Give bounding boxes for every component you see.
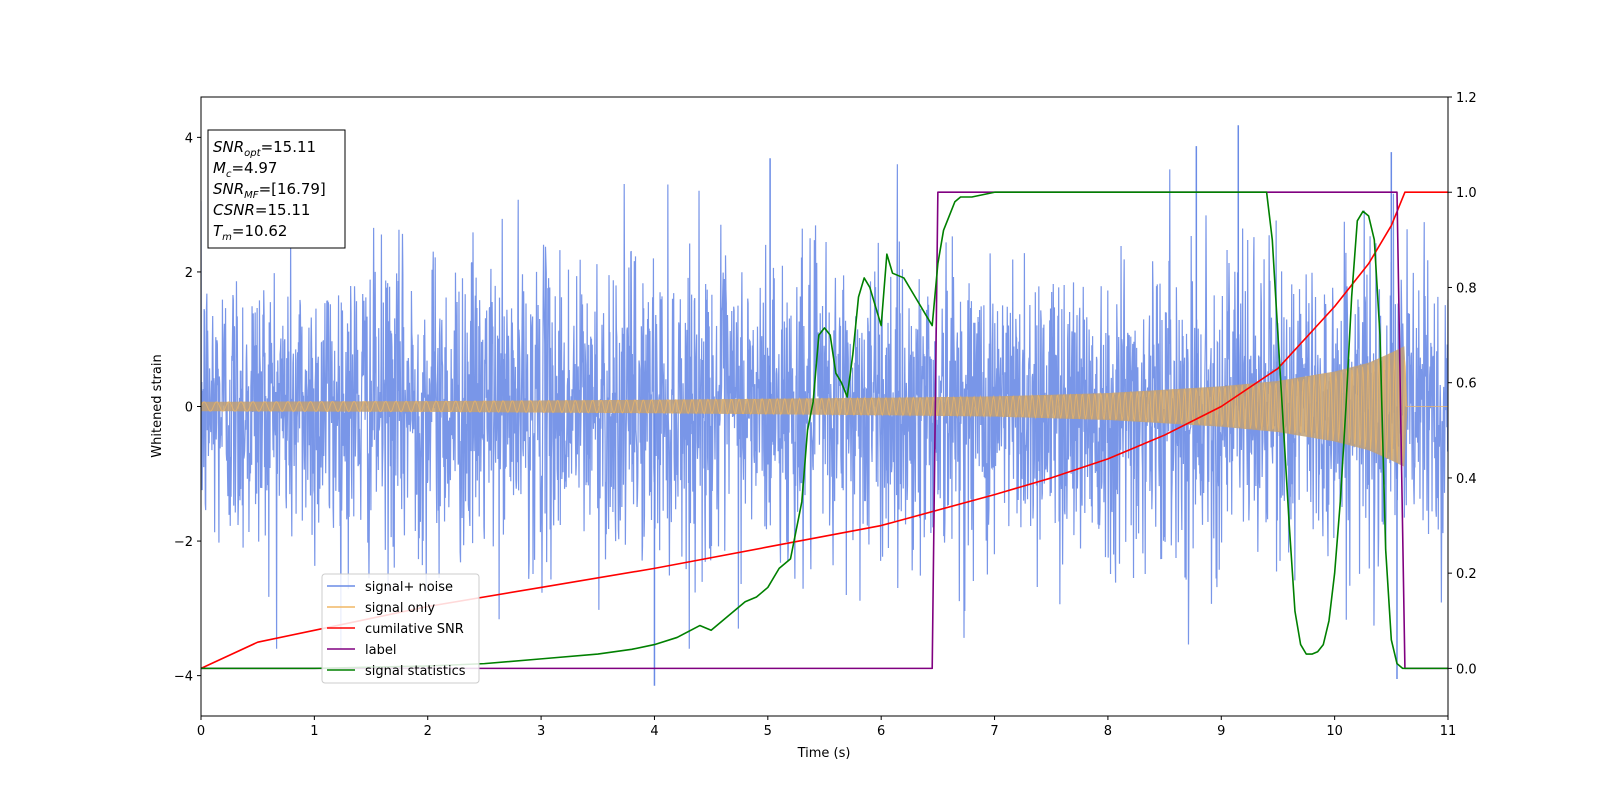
y-axis-label: Whitened strain [150,354,165,457]
y-tick-label: 2 [185,266,193,281]
x-tick-label: 3 [537,724,545,739]
stats-entry: Tm=10.62 [213,222,287,243]
x-tick-label: 4 [650,724,658,739]
x-tick-label: 1 [310,724,318,739]
series-line-signal-statistics [201,191,1448,670]
series-line-signal-plus-noise [201,164,1448,649]
y-tick-label: −4 [174,670,193,685]
series-band-signal-only [201,346,1448,467]
legend-frame [321,573,480,684]
x-tick-label: 9 [1217,724,1225,739]
series-signal-only [201,346,1448,467]
legend-entry: signal only [365,601,435,616]
stats-box-frame [207,129,346,249]
stats-entry: SNRopt=15.11 [213,138,316,159]
legend-entry: cumilative SNR [365,622,464,637]
x-tick-label: 6 [877,724,885,739]
legend-entry: signal statistics [365,664,466,679]
stats-entry: CSNR=15.11 [213,201,310,219]
y2-tick-label: 0.8 [1456,281,1477,296]
y2-tick-label: 1.0 [1456,186,1477,201]
y-tick-label: −2 [174,535,193,550]
x-tick-label: 0 [197,724,205,739]
stats-entry: Mc=4.97 [213,159,277,180]
y-axis-right: 0.0 0.2 0.4 0.6 0.8 1.0 1.2 [1448,91,1477,677]
y-tick-label: 0 [185,401,193,416]
y2-tick-label: 1.2 [1456,91,1477,106]
x-tick-label: 10 [1326,724,1343,739]
x-axis-label: Time (s) [797,746,851,761]
y-axis-left: −4 −2 0 2 4 [174,131,201,685]
series-line-signal-only [201,350,1448,463]
legend-entry: label [365,643,396,658]
y-tick-label: 4 [185,131,193,146]
x-tick-label: 5 [764,724,772,739]
legend-entry: signal+ noise [365,580,453,595]
y2-tick-label: 0.4 [1456,472,1477,487]
y2-tick-label: 0.2 [1456,567,1477,582]
x-axis: 0 1 2 3 4 5 6 7 8 9 10 11 [197,716,1456,739]
y2-tick-label: 0.0 [1456,662,1477,677]
legend: signal+ noise signal only cumilative SNR la… [321,573,480,684]
y2-tick-label: 0.6 [1456,377,1477,392]
stats-entry: SNRMF=[16.79] [213,180,326,201]
x-tick-label: 8 [1104,724,1112,739]
x-tick-label: 7 [990,724,998,739]
stats-box: SNRopt=15.11Mc=4.97SNRMF=[16.79]CSNR=15.… [207,129,346,249]
x-tick-label: 2 [424,724,432,739]
x-tick-label: 11 [1440,724,1457,739]
